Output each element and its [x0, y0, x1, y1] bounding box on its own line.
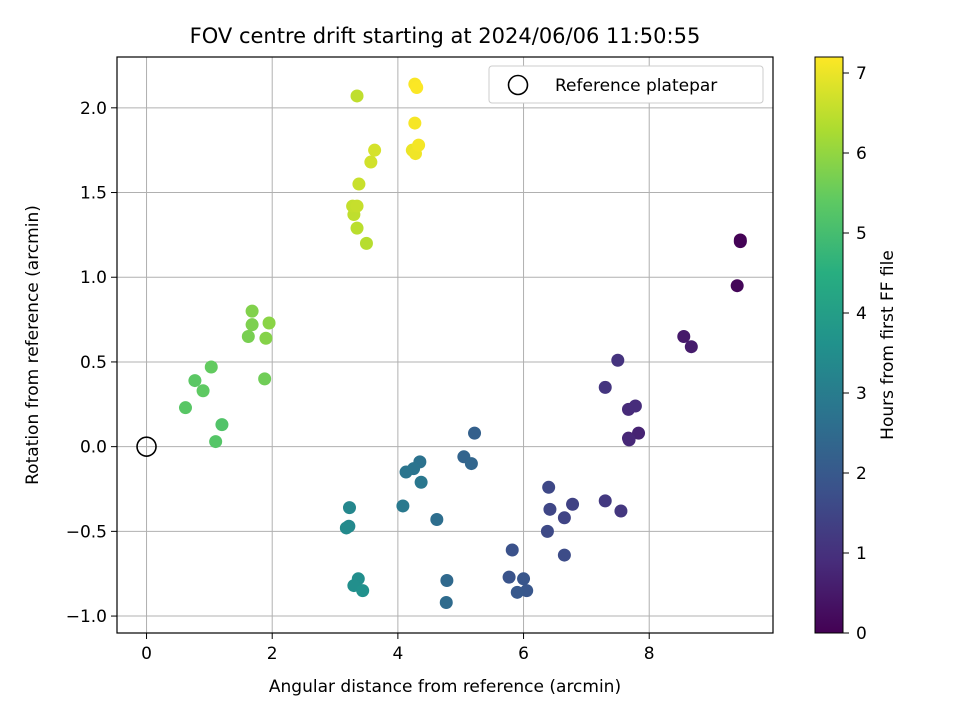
data-point [188, 374, 202, 388]
legend-label-reference: Reference platepar [555, 76, 717, 96]
colorbar-tick-label: 3 [856, 384, 867, 404]
colorbar-tick-label: 0 [856, 624, 867, 644]
data-point [196, 384, 210, 398]
data-point [339, 521, 353, 535]
data-point [439, 596, 453, 610]
colorbar-tick-label: 2 [856, 464, 867, 484]
data-point [468, 426, 482, 440]
data-point [245, 318, 259, 332]
data-point [408, 116, 422, 130]
data-point [440, 573, 454, 587]
y-tick-label: −1.0 [66, 607, 107, 627]
colorbar-ticks: 0 1 2 3 4 5 6 7 [843, 64, 867, 644]
colorbar-tick-label: 4 [856, 304, 867, 324]
legend-marker-reference [507, 74, 529, 96]
data-point [557, 511, 571, 525]
data-point [540, 524, 554, 538]
colorbar-tick-label: 1 [856, 544, 867, 564]
data-point [684, 340, 698, 354]
data-point [259, 331, 273, 345]
axis-ticks: 0 2 4 6 8 −1.0 −0.5 0.0 0.5 1.0 1.5 2.0 [66, 99, 655, 664]
chart-title: FOV centre drift starting at 2024/06/06 … [190, 24, 701, 48]
x-tick-label: 4 [392, 644, 403, 664]
data-points [136, 77, 747, 610]
data-point [414, 475, 428, 489]
y-axis-label: Rotation from reference (arcmin) [23, 205, 43, 485]
data-point [350, 89, 364, 103]
colorbar-gradient [814, 56, 844, 634]
colorbar-tick-label: 6 [856, 144, 867, 164]
reference-point-marker [136, 436, 157, 457]
data-point [677, 330, 691, 344]
data-point [566, 497, 580, 511]
data-point [399, 465, 413, 479]
data-point [350, 221, 364, 235]
data-point [356, 584, 370, 598]
data-point [505, 543, 519, 557]
data-point [543, 502, 557, 516]
data-point [502, 570, 516, 584]
data-point [258, 372, 272, 386]
data-point [359, 236, 373, 250]
data-point [204, 360, 218, 374]
x-tick-label: 8 [644, 644, 655, 664]
x-axis-label: Angular distance from reference (arcmin) [269, 677, 621, 697]
data-point [464, 457, 478, 471]
data-point [209, 435, 223, 449]
data-point [430, 512, 444, 526]
data-point [342, 501, 356, 515]
data-point [245, 304, 259, 318]
data-point [410, 80, 424, 94]
data-point [352, 177, 366, 191]
y-tick-label: 0.0 [80, 438, 107, 458]
legend-box [488, 65, 764, 104]
colorbar-tick-label: 7 [856, 64, 867, 84]
data-point [262, 316, 276, 330]
data-point [598, 380, 612, 394]
x-tick-label: 0 [141, 644, 152, 664]
x-tick-label: 6 [518, 644, 529, 664]
plot-frame [116, 56, 774, 634]
data-point [622, 433, 636, 447]
data-point [412, 138, 426, 152]
data-point [632, 426, 646, 440]
y-tick-label: 0.5 [80, 353, 107, 373]
data-point [628, 399, 642, 413]
data-point [733, 235, 747, 249]
data-point [364, 155, 378, 169]
y-tick-label: 1.5 [80, 184, 107, 204]
colorbar-tick-label: 5 [856, 224, 867, 244]
data-point [542, 480, 556, 494]
data-point [350, 199, 364, 213]
legend: Reference platepar [488, 65, 764, 104]
colorbar-label: Hours from first FF file [878, 250, 898, 440]
data-point [241, 330, 255, 344]
data-point [614, 504, 628, 518]
x-tick-label: 2 [267, 644, 278, 664]
y-tick-label: 1.0 [80, 268, 107, 288]
data-point [368, 143, 382, 157]
data-point [730, 279, 744, 293]
data-point [517, 572, 531, 586]
data-point [611, 353, 625, 367]
y-tick-label: −0.5 [66, 522, 107, 542]
y-tick-label: 2.0 [80, 99, 107, 119]
data-point [178, 401, 192, 415]
colorbar: 0 1 2 3 4 5 6 7 Hours from first FF file [814, 56, 898, 644]
data-point [215, 418, 229, 432]
grid [117, 57, 773, 633]
data-point [598, 494, 612, 508]
data-point [557, 548, 571, 562]
data-point [396, 499, 410, 513]
data-point [510, 585, 524, 599]
